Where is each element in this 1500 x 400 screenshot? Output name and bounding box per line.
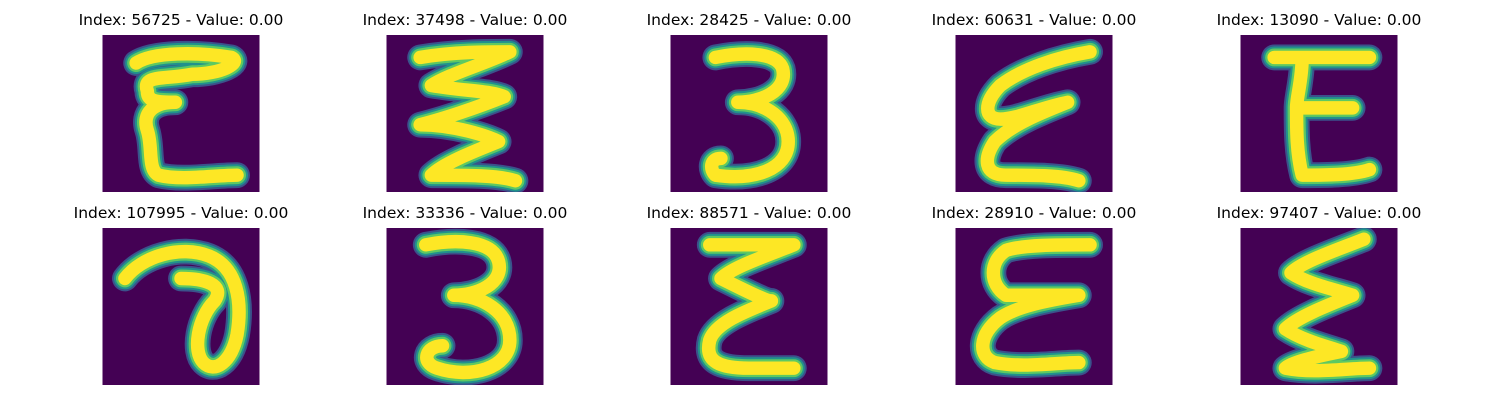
handwritten-stroke — [704, 47, 795, 184]
image-panel: Index: 60631 - Value: 0.00 — [892, 10, 1176, 200]
panel-title: Index: 13090 - Value: 0.00 — [1216, 11, 1422, 29]
digit-image — [386, 228, 544, 385]
image-panel: Index: 13090 - Value: 0.00 — [1177, 10, 1461, 200]
digit-image — [386, 35, 544, 192]
handwritten-stroke — [976, 238, 1097, 372]
panel-title: Index: 33336 - Value: 0.00 — [362, 204, 568, 222]
panel-title: Index: 97407 - Value: 0.00 — [1216, 204, 1422, 222]
image-panel: Index: 37498 - Value: 0.00 — [323, 10, 607, 200]
handwritten-stroke — [1278, 232, 1377, 378]
digit-image — [670, 228, 828, 385]
image-panel: Index: 28910 - Value: 0.00 — [892, 203, 1176, 393]
image-panel: Index: 28425 - Value: 0.00 — [607, 10, 891, 200]
digit-image — [670, 35, 828, 192]
digit-image — [955, 35, 1113, 192]
panel-title: Index: 56725 - Value: 0.00 — [78, 11, 284, 29]
handwritten-stroke — [413, 45, 523, 188]
digit-image — [955, 228, 1113, 385]
handwritten-stroke — [701, 238, 801, 375]
digit-image — [1240, 228, 1398, 385]
image-panel: Index: 97407 - Value: 0.00 — [1177, 203, 1461, 393]
image-panel: Index: 107995 - Value: 0.00 — [39, 203, 323, 393]
image-panel: Index: 56725 - Value: 0.00 — [39, 10, 323, 200]
panel-title: Index: 107995 - Value: 0.00 — [73, 204, 289, 222]
panel-title: Index: 60631 - Value: 0.00 — [931, 11, 1137, 29]
image-panel: Index: 33336 - Value: 0.00 — [323, 203, 607, 393]
digit-image — [102, 35, 260, 192]
panel-title: Index: 37498 - Value: 0.00 — [362, 11, 568, 29]
handwritten-stroke — [1267, 50, 1377, 182]
handwritten-stroke — [118, 244, 246, 374]
panel-title: Index: 88571 - Value: 0.00 — [646, 204, 852, 222]
panel-title: Index: 28425 - Value: 0.00 — [646, 11, 852, 29]
handwritten-stroke — [129, 47, 244, 185]
handwritten-stroke — [419, 235, 517, 380]
handwritten-stroke — [980, 45, 1097, 188]
digit-image — [102, 228, 260, 385]
image-panel: Index: 88571 - Value: 0.00 — [607, 203, 891, 393]
panel-title: Index: 28910 - Value: 0.00 — [931, 204, 1137, 222]
digit-image — [1240, 35, 1398, 192]
